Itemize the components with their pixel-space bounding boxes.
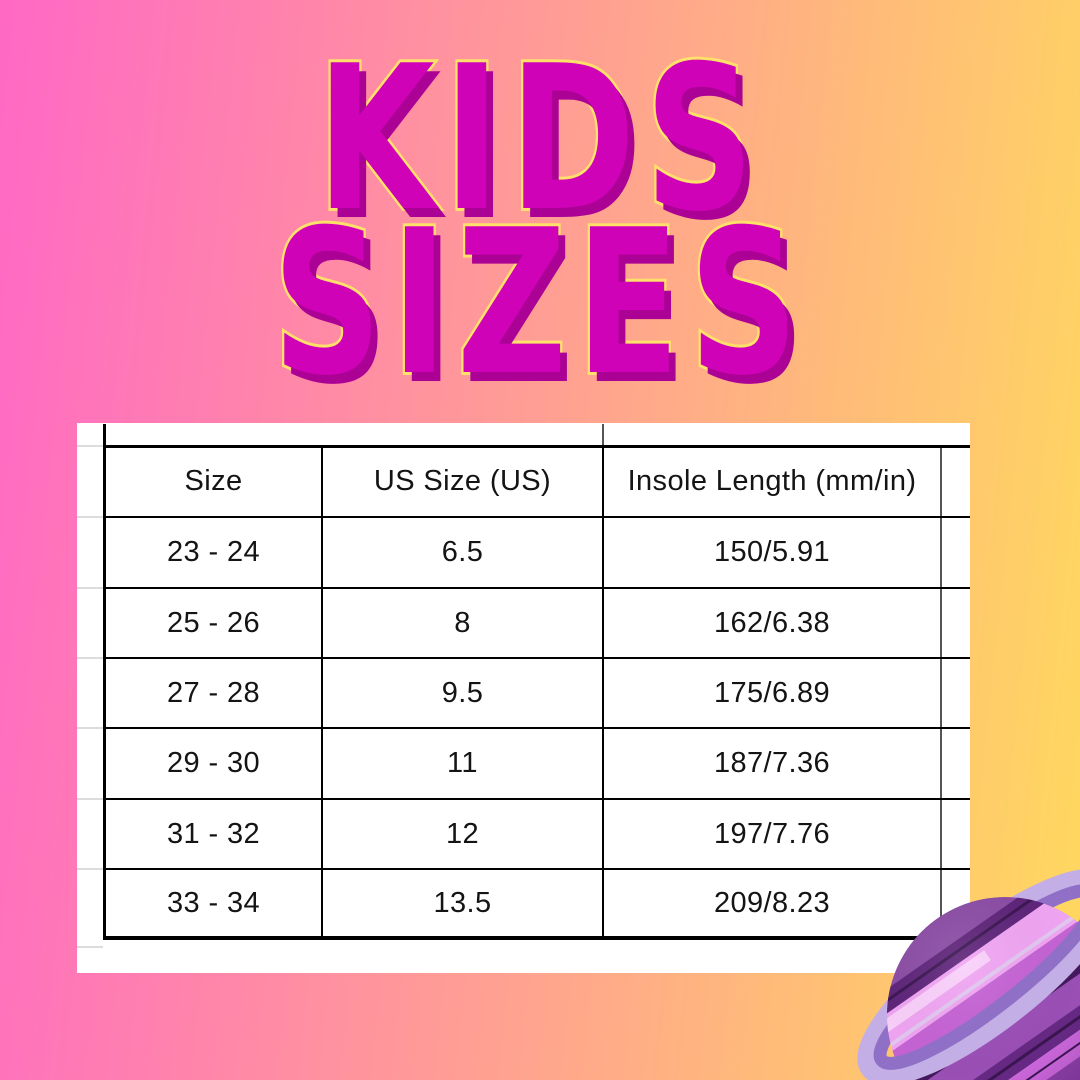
cell-insole: 162/6.38 [713,606,831,639]
gridline [321,446,323,939]
gridline [77,587,103,589]
gridline [77,657,103,659]
size-table: Size US Size (US) Insole Length (mm/in) … [77,423,970,973]
gridline [103,798,970,800]
table-row: 33 - 34 13.5 209/8.23 [105,870,941,936]
gridline [103,445,970,448]
page-title: KIDS SIZES [130,23,951,420]
gridline [77,516,103,518]
table-row: 23 - 24 6.5 150/5.91 [105,518,941,587]
cell-size: 23 - 24 [166,536,261,568]
table-row: 29 - 30 11 187/7.36 [105,729,941,798]
gridline [103,516,970,518]
table-row: 31 - 32 12 197/7.76 [105,800,941,868]
gridline [77,445,103,447]
gridline [77,798,103,800]
header-insole-length: Insole Length (mm/in) [627,465,917,497]
cell-insole: 150/5.91 [713,536,831,568]
gridline [940,446,942,939]
cell-insole: 187/7.36 [713,747,831,779]
cell-insole: 197/7.76 [713,817,831,850]
gridline [103,587,970,589]
cell-size: 27 - 28 [166,676,261,709]
gridline [77,946,103,948]
table-row: 25 - 26 8 162/6.38 [105,589,941,657]
cell-insole: 209/8.23 [713,886,831,919]
gridline [77,727,103,729]
table-header-row: Size US Size (US) Insole Length (mm/in) [105,447,941,516]
gridline [602,446,604,939]
gridline [602,424,604,446]
table-row: 27 - 28 9.5 175/6.89 [105,659,941,727]
gridline [103,868,970,870]
gridline [77,868,103,870]
title-line-kids: KIDS [314,23,764,256]
gridline [103,657,970,659]
header-size: Size [184,465,243,497]
gridline [103,727,970,729]
cell-size: 33 - 34 [166,886,261,919]
cell-us-size: 13.5 [433,886,492,919]
gridline [103,424,106,939]
cell-us-size: 9.5 [441,676,484,709]
cell-size: 31 - 32 [166,817,261,850]
cell-us-size: 8 [454,606,471,639]
header-us-size: US Size (US) [373,465,552,497]
cell-us-size: 11 [447,747,478,779]
title-line-sizes: SIZES [270,187,808,420]
cell-us-size: 6.5 [441,536,484,568]
cell-size: 25 - 26 [166,606,261,639]
cell-size: 29 - 30 [166,747,261,779]
saturn-planet-icon [857,868,1080,1080]
gridline [103,936,970,940]
cell-insole: 175/6.89 [713,676,831,709]
cell-us-size: 12 [445,817,480,850]
